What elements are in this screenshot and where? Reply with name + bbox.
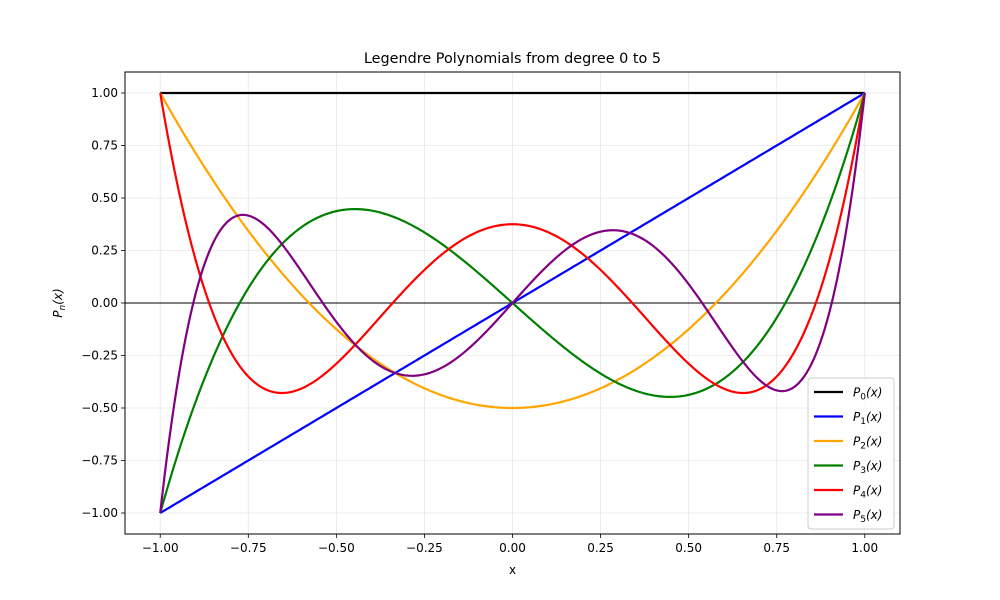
x-tick-label: 0.50 — [675, 541, 702, 555]
x-tick-label: 0.25 — [587, 541, 614, 555]
legend: P0(x) P1(x) P2(x) P3(x) P4(x) P5(x) — [807, 377, 895, 530]
y-tick-label: 0.25 — [91, 244, 118, 258]
series-line-p2 — [159, 92, 866, 410]
x-tick-label: −1.00 — [142, 541, 179, 555]
legend-box — [807, 377, 895, 530]
x-tick-label: −0.25 — [406, 541, 443, 555]
y-axis-label: Pn(x) — [51, 288, 68, 317]
y-tick-label: −0.75 — [81, 454, 118, 468]
y-tick-label: 1.00 — [91, 86, 118, 100]
series-line-p5 — [159, 92, 866, 514]
y-tick-label: 0.75 — [91, 139, 118, 153]
legend-label-p4: P4(x) — [853, 484, 882, 501]
x-tick-label: 0.00 — [499, 541, 526, 555]
x-tick-label: −0.50 — [318, 541, 355, 555]
legend-label-p1: P1(x) — [853, 410, 882, 427]
legend-label-p2: P2(x) — [853, 435, 882, 452]
y-axis-ticks: 1.00 0.75 0.50 0.25 0.00 −0.25 −0.50 −0.75 −1.00 — [81, 86, 125, 520]
y-tick-label: −1.00 — [81, 506, 118, 520]
x-tick-label: −0.75 — [230, 541, 267, 555]
series-line-p4 — [159, 92, 866, 395]
legend-label-p5: P5(x) — [853, 508, 882, 525]
x-axis-label: x — [509, 563, 516, 577]
chart-title: Legendre Polynomials from degree 0 to 5 — [364, 51, 661, 67]
y-tick-label: −0.50 — [81, 401, 118, 415]
x-axis-ticks: −1.00 −0.75 −0.50 −0.25 0.00 0.25 0.50 0.75 1.00 — [142, 534, 878, 555]
y-tick-label: 0.00 — [91, 296, 118, 310]
x-tick-label: 1.00 — [851, 541, 878, 555]
x-tick-label: 0.75 — [763, 541, 790, 555]
y-tick-label: −0.25 — [81, 349, 118, 363]
legend-label-p3: P3(x) — [853, 459, 882, 476]
series-lines — [159, 91, 866, 514]
y-tick-label: 0.50 — [91, 191, 118, 205]
legend-label-p0: P0(x) — [853, 386, 882, 403]
